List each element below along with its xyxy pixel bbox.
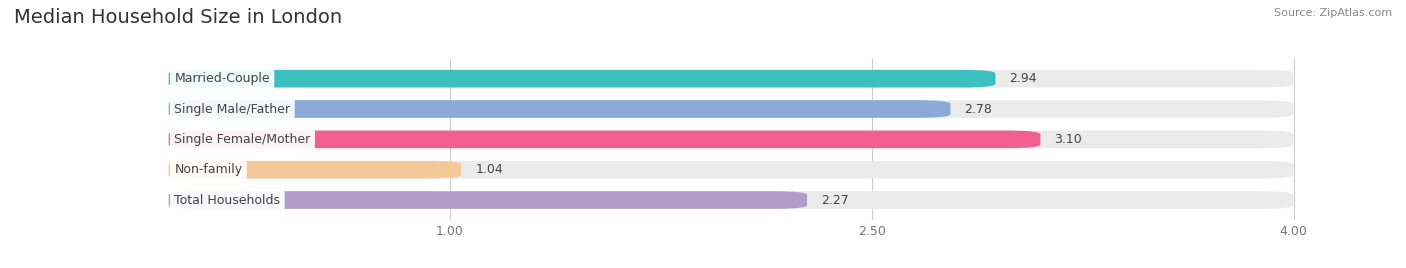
Text: 2.94: 2.94	[1010, 72, 1038, 85]
FancyBboxPatch shape	[169, 70, 995, 87]
FancyBboxPatch shape	[169, 191, 807, 209]
Text: Median Household Size in London: Median Household Size in London	[14, 8, 342, 27]
Text: Source: ZipAtlas.com: Source: ZipAtlas.com	[1274, 8, 1392, 18]
FancyBboxPatch shape	[169, 161, 461, 178]
Text: 2.78: 2.78	[965, 103, 993, 116]
Text: Single Female/Mother: Single Female/Mother	[174, 133, 311, 146]
Text: Married-Couple: Married-Couple	[174, 72, 270, 85]
FancyBboxPatch shape	[169, 70, 1294, 87]
Text: 1.04: 1.04	[475, 163, 503, 176]
FancyBboxPatch shape	[169, 161, 1294, 178]
FancyBboxPatch shape	[169, 100, 950, 118]
FancyBboxPatch shape	[169, 100, 1294, 118]
Text: Non-family: Non-family	[174, 163, 242, 176]
FancyBboxPatch shape	[169, 131, 1040, 148]
Text: 2.27: 2.27	[821, 193, 849, 207]
Text: 3.10: 3.10	[1054, 133, 1083, 146]
FancyBboxPatch shape	[169, 191, 1294, 209]
FancyBboxPatch shape	[169, 131, 1294, 148]
Text: Total Households: Total Households	[174, 193, 280, 207]
Text: Single Male/Father: Single Male/Father	[174, 103, 291, 116]
